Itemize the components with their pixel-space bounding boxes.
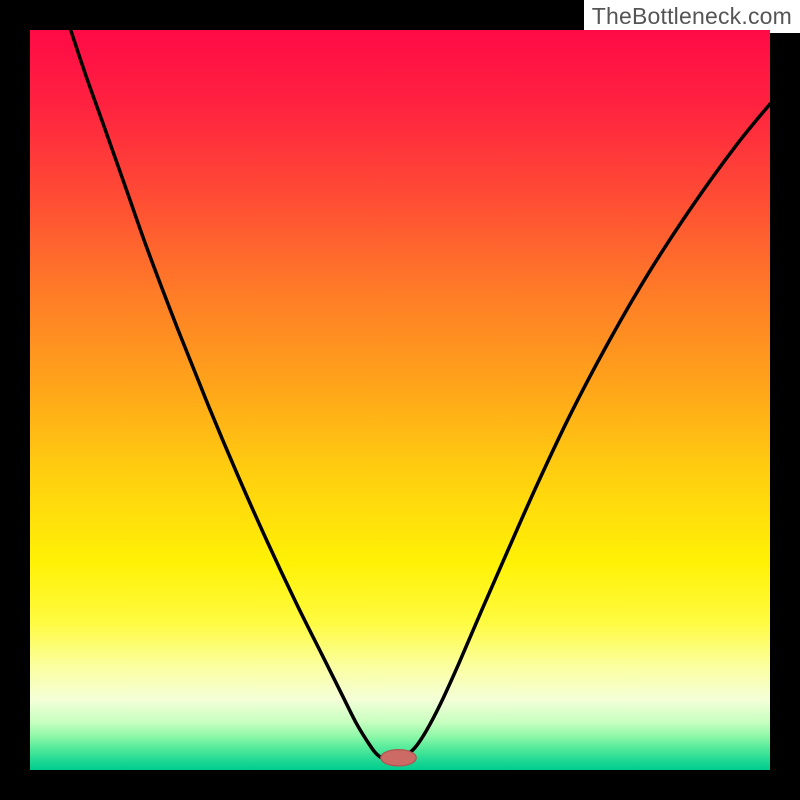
gradient-background [30, 30, 770, 770]
plot-area [30, 30, 770, 770]
bottleneck-chart [30, 30, 770, 770]
optimum-marker [381, 750, 417, 766]
watermark-label: TheBottleneck.com [584, 0, 800, 33]
watermark-text: TheBottleneck.com [592, 3, 792, 29]
